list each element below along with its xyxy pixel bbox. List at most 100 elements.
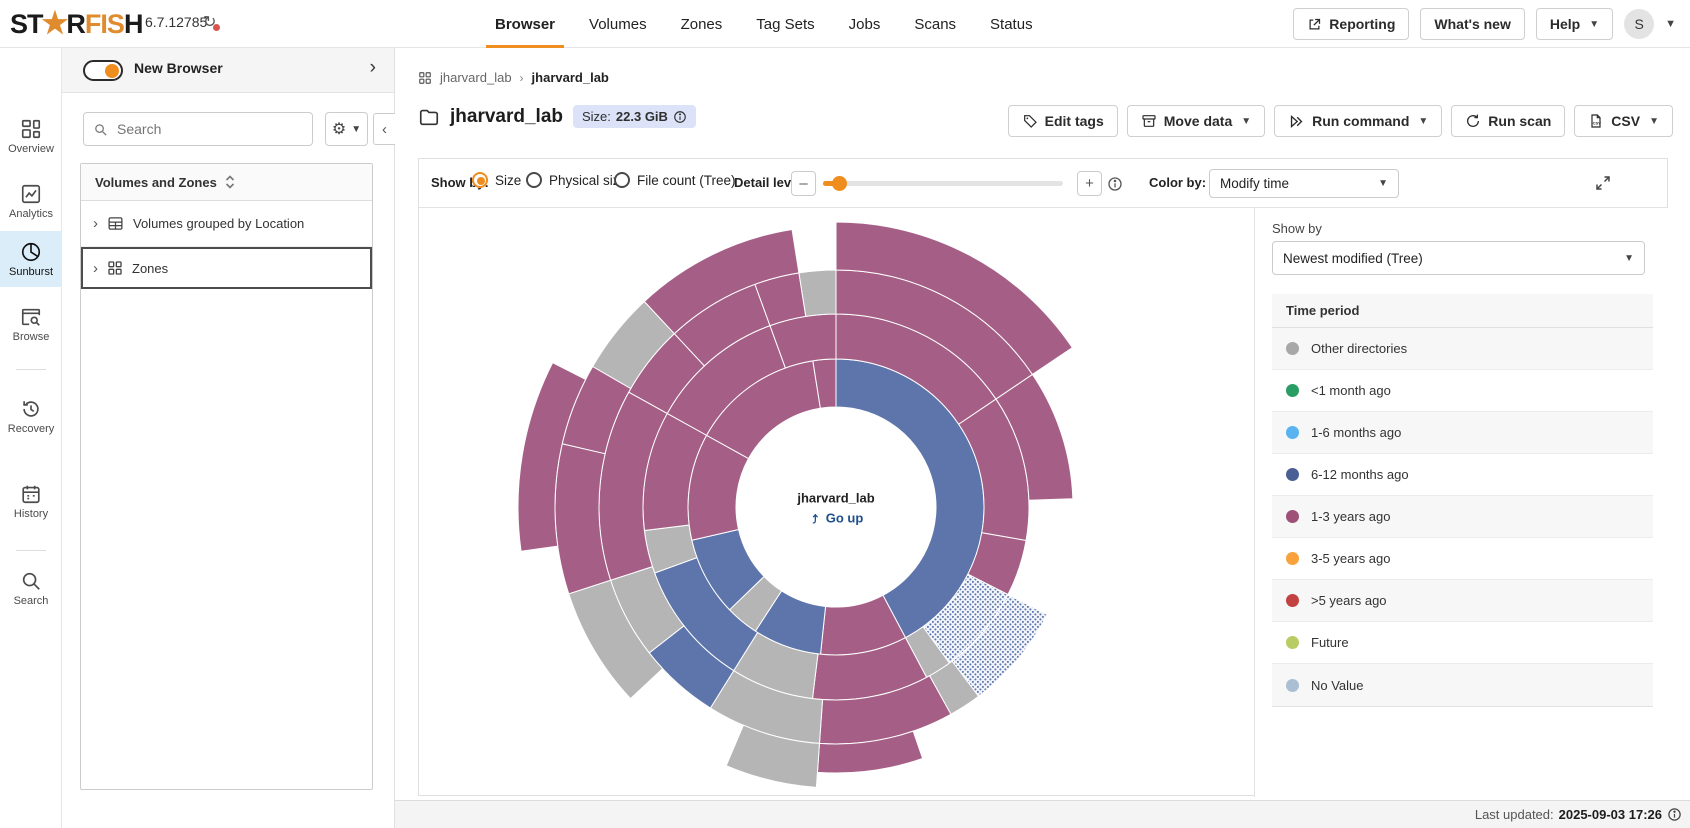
csv-icon[interactable]: CSV: [1588, 113, 1604, 129]
legend-item-label[interactable]: 3-5 years ago: [1311, 551, 1391, 566]
button-label[interactable]: Move data: [1163, 113, 1233, 129]
legend-color-dot[interactable]: [1286, 552, 1299, 565]
show-by-option-physical-size[interactable]: Physical size: [526, 172, 627, 188]
sidebar-item-browse[interactable]: Browse: [0, 296, 62, 352]
legend-item-1-month-ago[interactable]: <1 month ago: [1272, 370, 1653, 412]
whats-new-button[interactable]: What's new: [1420, 8, 1525, 40]
legend-item-label[interactable]: Other directories: [1311, 341, 1408, 356]
sunburst-segment[interactable]: [798, 269, 837, 317]
detail-level-slider[interactable]: [823, 176, 1063, 191]
info-icon[interactable]: [1667, 807, 1682, 822]
legend-item-6-12-months-ago[interactable]: 6-12 months ago: [1272, 454, 1653, 496]
archive-icon[interactable]: [1141, 113, 1157, 129]
sunburst-segment[interactable]: [643, 228, 800, 335]
tree-header[interactable]: Volumes and Zones: [81, 164, 372, 201]
analytics-icon[interactable]: [20, 183, 42, 205]
legend-color-dot[interactable]: [1286, 342, 1299, 355]
sidebar-item-label[interactable]: Sunburst: [8, 265, 54, 278]
radio-label[interactable]: Physical size: [549, 172, 628, 188]
radio-unchecked[interactable]: [526, 172, 542, 188]
legend-show-by-select[interactable]: Newest modified (Tree) ▼: [1272, 241, 1645, 275]
chevron-right-icon[interactable]: ›: [93, 215, 98, 232]
legend-color-dot[interactable]: [1286, 426, 1299, 439]
tree-settings-button[interactable]: ⚙ ▼: [325, 112, 368, 146]
legend-item-label[interactable]: Future: [1311, 635, 1349, 650]
logo-part[interactable]: FIS: [84, 9, 125, 39]
show-by-option-file-count-tree[interactable]: File count (Tree): [614, 172, 736, 188]
tree-item-zones[interactable]: › Zones: [81, 247, 372, 290]
sidebar-item-overview[interactable]: Overview: [0, 108, 62, 164]
radio-checked[interactable]: [472, 172, 488, 188]
legend-item-other-directories[interactable]: Other directories: [1272, 328, 1653, 370]
tree-item-label[interactable]: Zones: [132, 260, 169, 276]
sidebar-item-sunburst[interactable]: Sunburst: [0, 231, 62, 287]
move-data-button[interactable]: Move data ▼: [1126, 105, 1266, 137]
detail-plus-button[interactable]: +: [1077, 171, 1102, 196]
detail-info-icon[interactable]: [1107, 176, 1123, 192]
sidebar-item-analytics[interactable]: Analytics: [0, 173, 62, 229]
button-label[interactable]: Run scan: [1488, 113, 1552, 129]
tab-volumes[interactable]: Volumes: [589, 15, 647, 33]
fullscreen-icon[interactable]: [1594, 174, 1612, 192]
volumes-table-icon[interactable]: [107, 215, 124, 232]
chevron-right-icon[interactable]: ›: [93, 259, 98, 277]
legend-color-dot[interactable]: [1286, 678, 1299, 692]
tab-status[interactable]: Status: [990, 15, 1033, 33]
user-avatar[interactable]: S: [1624, 9, 1655, 39]
legend-item-label[interactable]: 1-3 years ago: [1311, 509, 1391, 524]
run-icon[interactable]: [1288, 113, 1305, 130]
sidebar-item-label[interactable]: Overview: [8, 142, 54, 155]
sidebar-item-label[interactable]: Analytics: [8, 207, 54, 220]
breadcrumb-root[interactable]: jharvard_lab: [440, 70, 512, 85]
tag-icon[interactable]: [1022, 113, 1038, 129]
legend-item-1-3-years-ago[interactable]: 1-3 years ago: [1272, 496, 1653, 538]
chevron-down-icon[interactable]: ▼: [1418, 115, 1429, 127]
legend-item-future[interactable]: Future: [1272, 622, 1653, 664]
zones-grid-icon[interactable]: [107, 260, 123, 276]
tab-scans[interactable]: Scans: [914, 15, 957, 33]
recovery-icon[interactable]: [20, 398, 42, 420]
refresh-icon[interactable]: [1465, 113, 1481, 129]
panel-chevron-right-icon[interactable]: ›: [369, 57, 376, 78]
run-scan-button[interactable]: Run scan: [1451, 105, 1566, 137]
sunburst-segment[interactable]: [835, 221, 1073, 376]
overview-icon[interactable]: [20, 118, 42, 140]
reporting-button[interactable]: Reporting: [1293, 8, 1410, 40]
info-icon[interactable]: [673, 110, 687, 124]
help-button[interactable]: Help ▼: [1535, 8, 1614, 40]
run-command-button[interactable]: Run command ▼: [1274, 105, 1443, 137]
legend-item-label[interactable]: >5 years ago: [1311, 593, 1387, 608]
sidebar-item-label[interactable]: Recovery: [7, 422, 55, 435]
button-label[interactable]: CSV: [1611, 113, 1641, 129]
legend-item-label[interactable]: 1-6 months ago: [1311, 425, 1402, 440]
search-icon[interactable]: [20, 570, 42, 592]
avatar-chevron-down-icon[interactable]: ▼: [1665, 18, 1676, 30]
logo-part[interactable]: ★: [41, 7, 69, 40]
radio-unchecked[interactable]: [614, 172, 630, 188]
tab-jobs[interactable]: Jobs: [848, 15, 881, 33]
button-label[interactable]: Edit tags: [1044, 113, 1104, 129]
sunburst-segment[interactable]: [517, 361, 587, 552]
tab-zones[interactable]: Zones: [680, 15, 723, 33]
button-label[interactable]: Run command: [1312, 113, 1410, 129]
sidebar-item-history[interactable]: History: [0, 473, 62, 529]
legend-item-label[interactable]: No Value: [1311, 677, 1364, 693]
update-refresh-icon[interactable]: ↻: [203, 12, 221, 32]
logo-part[interactable]: ST: [10, 9, 44, 39]
sidebar-item-recovery[interactable]: Recovery: [0, 388, 62, 444]
legend-item-1-6-months-ago[interactable]: 1-6 months ago: [1272, 412, 1653, 454]
legend-color-dot[interactable]: [1286, 510, 1299, 523]
chevron-down-icon[interactable]: ▼: [1241, 115, 1252, 127]
tab-tag-sets[interactable]: Tag Sets: [756, 15, 815, 33]
tab-browser[interactable]: Browser: [478, 0, 572, 48]
logo-part[interactable]: R: [66, 9, 85, 39]
legend-item-3-5-years-ago[interactable]: 3-5 years ago: [1272, 538, 1653, 580]
legend-color-dot[interactable]: [1286, 468, 1299, 481]
go-up-link[interactable]: Go up: [797, 511, 874, 526]
legend-color-dot[interactable]: [1286, 636, 1299, 649]
legend-item-no-value[interactable]: No Value: [1272, 664, 1653, 706]
tree-item-label[interactable]: Volumes grouped by Location: [133, 216, 305, 231]
tree-item-volumes-grouped-by-location[interactable]: › Volumes grouped by Location: [81, 201, 372, 247]
color-by-select[interactable]: Modify time ▼: [1209, 169, 1399, 198]
edit-tags-button[interactable]: Edit tags: [1007, 105, 1118, 137]
